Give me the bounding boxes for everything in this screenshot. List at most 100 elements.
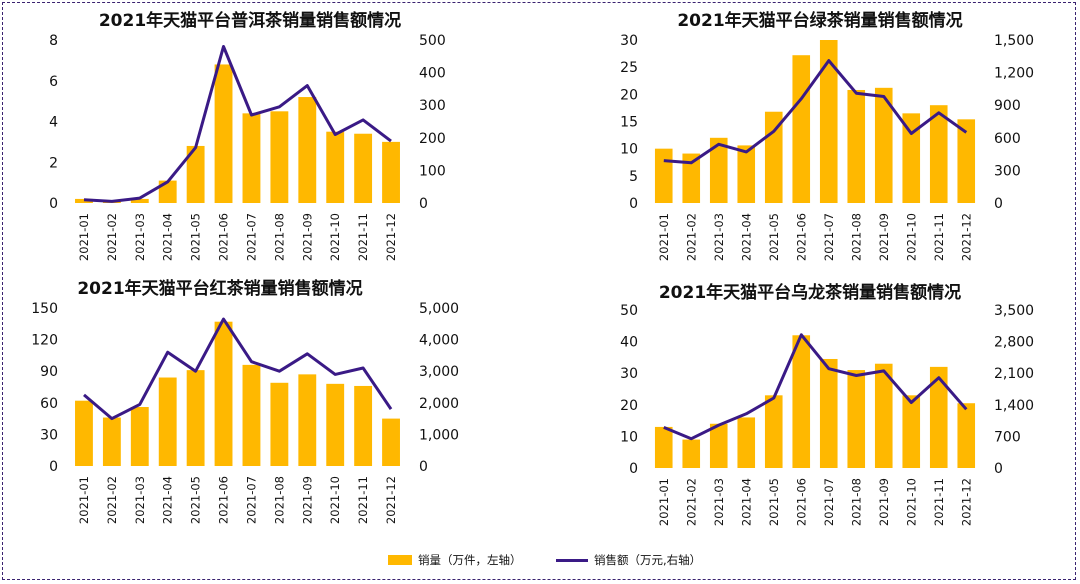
x-tick-label: 2021-05 — [189, 213, 203, 261]
bar — [298, 374, 317, 466]
left-axis-tick: 20 — [620, 398, 638, 414]
x-tick-label: 2021-02 — [105, 213, 119, 261]
sales-line — [663, 333, 968, 441]
x-tick-label: 2021-08 — [272, 213, 286, 261]
right-axis-tick: 300 — [994, 163, 1021, 179]
left-axis-tick: 0 — [629, 196, 638, 212]
legend-item-line: 销售额（万元,右轴） — [556, 552, 701, 568]
right-axis-tick: 4,000 — [419, 333, 459, 349]
bar — [270, 111, 289, 203]
x-tick-label: 2021-06 — [794, 213, 808, 261]
left-axis-tick: 30 — [620, 366, 638, 382]
legend: 销量（万件，左轴） 销售额（万元,右轴） — [0, 552, 1080, 572]
x-tick-label: 2021-03 — [712, 478, 726, 526]
right-axis-tick: 700 — [994, 429, 1021, 445]
sales-line — [83, 45, 392, 203]
chart-title: 2021年天猫平台普洱茶销量销售额情况 — [99, 10, 401, 31]
right-axis-tick: 0 — [419, 196, 428, 212]
x-tick-label: 2021-04 — [161, 476, 175, 524]
x-tick-label: 2021-01 — [657, 478, 671, 526]
bar — [847, 370, 866, 468]
bar — [929, 105, 948, 203]
right-axis-tick: 3,000 — [419, 364, 459, 380]
chart-black-tea: 2021年天猫平台红茶销量销售额情况 0 30 60 90 120 150 0 1,000 2,0… — [31, 278, 459, 524]
right-axis-tick: 400 — [419, 66, 446, 82]
bar — [654, 426, 673, 468]
bar — [957, 119, 976, 203]
x-tick-label: 2021-08 — [272, 476, 286, 524]
x-tick-label: 2021-04 — [739, 213, 753, 261]
left-axis-tick: 30 — [40, 427, 58, 443]
bar — [902, 113, 921, 203]
sales-line — [663, 59, 968, 165]
bar — [382, 418, 400, 466]
bar — [270, 382, 289, 466]
bar — [354, 385, 373, 466]
right-axis-tick: 500 — [419, 33, 446, 49]
left-axis-tick: 150 — [31, 301, 58, 317]
right-axis-tick: 1,400 — [994, 398, 1034, 414]
x-tick-label: 2021-06 — [794, 478, 808, 526]
legend-bar-swatch — [388, 555, 412, 565]
x-tick-label: 2021-03 — [133, 213, 147, 261]
x-tick-label: 2021-07 — [244, 476, 258, 524]
right-axis-tick: 200 — [419, 131, 446, 147]
x-tick-label: 2021-01 — [77, 213, 91, 261]
x-tick-label: 2021-11 — [932, 478, 946, 526]
x-tick-label: 2021-09 — [877, 478, 891, 526]
bar — [847, 89, 866, 203]
left-axis-tick: 60 — [40, 396, 58, 412]
right-axis-tick: 5,000 — [419, 301, 459, 317]
chart-title: 2021年天猫平台乌龙茶销量销售额情况 — [659, 282, 961, 303]
bar — [298, 97, 317, 203]
legend-bar-label: 销量（万件，左轴） — [418, 553, 522, 567]
right-axis-tick: 300 — [419, 98, 446, 114]
bar — [819, 358, 838, 468]
bar — [902, 395, 921, 468]
left-axis-tick: 90 — [40, 364, 58, 380]
x-tick-label: 2021-02 — [105, 476, 119, 524]
left-axis-tick: 40 — [620, 335, 638, 351]
bar — [737, 417, 756, 468]
x-tick-label: 2021-05 — [767, 213, 781, 261]
x-tick-label: 2021-01 — [657, 213, 671, 261]
x-tick-label: 2021-12 — [384, 476, 398, 524]
x-tick-label: 2021-11 — [932, 213, 946, 261]
bar — [242, 364, 261, 466]
bar — [354, 133, 373, 203]
left-axis-tick: 5 — [629, 169, 638, 185]
bar — [737, 145, 756, 203]
left-axis-tick: 0 — [49, 196, 58, 212]
right-axis-tick: 600 — [994, 131, 1021, 147]
chart-green-tea: 2021年天猫平台绿茶销量销售额情况0510152025300300600900… — [620, 10, 1034, 261]
bar — [326, 383, 345, 466]
bar — [957, 403, 976, 468]
left-axis-tick: 25 — [620, 60, 638, 76]
sales-line — [83, 317, 393, 421]
bar — [764, 395, 783, 468]
x-tick-label: 2021-07 — [822, 478, 836, 526]
right-axis-tick: 100 — [419, 163, 446, 179]
x-tick-label: 2021-05 — [767, 478, 781, 526]
left-axis-tick: 10 — [620, 142, 638, 158]
bar — [792, 335, 811, 468]
bar — [792, 55, 811, 203]
x-tick-label: 2021-02 — [684, 478, 698, 526]
left-axis-tick: 2 — [49, 155, 58, 171]
bar — [326, 131, 345, 203]
x-tick-label: 2021-12 — [959, 213, 973, 261]
left-axis-tick: 120 — [31, 333, 58, 349]
bar — [682, 153, 701, 203]
right-axis-tick: 0 — [419, 459, 428, 475]
bar — [214, 321, 233, 466]
x-tick-label: 2021-11 — [356, 476, 370, 524]
chart-title: 2021年天猫平台绿茶销量销售额情况 — [677, 10, 962, 31]
left-axis-tick: 10 — [620, 429, 638, 445]
left-axis-tick: 30 — [620, 33, 638, 49]
left-axis-tick: 50 — [620, 303, 638, 319]
bar — [130, 198, 149, 203]
bar — [709, 423, 728, 468]
left-axis-tick: 6 — [49, 74, 58, 90]
bar — [382, 141, 400, 203]
chart-puer: 2021年天猫平台普洱茶销量销售额情况 0 2 4 6 8 0 100 200 300 400 500… — [49, 10, 446, 261]
